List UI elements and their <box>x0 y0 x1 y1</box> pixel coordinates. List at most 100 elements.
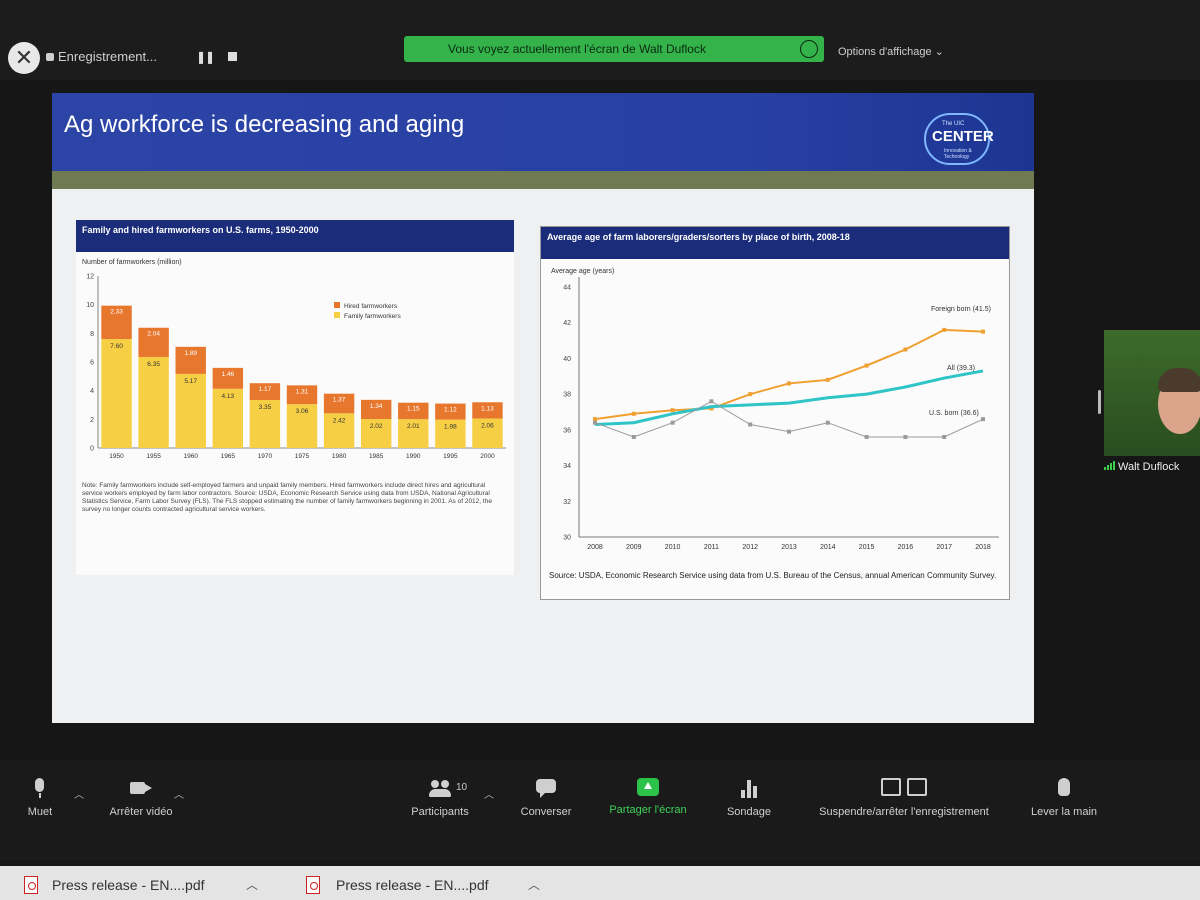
close-icon[interactable]: ✕ <box>8 42 40 74</box>
taskbar-file-label: Press release - EN....pdf <box>336 877 489 893</box>
family-farmworkers-data-label: 7.60 <box>110 343 123 350</box>
farmworkers-bar-chart: Number of farmworkers (million) 0 2 4 6 8 10 12… <box>82 259 506 460</box>
mute-button[interactable]: Muet <box>18 778 62 818</box>
participant-video[interactable] <box>1104 330 1200 456</box>
family-farmworkers-data-label: 2.06 <box>481 422 494 429</box>
slide-title: Ag workforce is decreasing and aging <box>64 111 465 138</box>
hired-farmworkers-data-label: 1.46 <box>221 371 234 378</box>
hired-farmworkers-data-label: 1.13 <box>481 405 494 412</box>
pdf-file-icon <box>24 876 38 894</box>
video-panel-handle[interactable] <box>1098 390 1101 414</box>
audio-options-caret-icon[interactable]: ︿ <box>74 790 84 801</box>
family-farmworkers-data-label: 5.17 <box>184 378 197 385</box>
mute-label: Muet <box>27 806 53 818</box>
bar-chart-xtick: 1970 <box>258 453 273 460</box>
line-chart-xtick: 2013 <box>781 544 797 551</box>
share-screen-button[interactable]: Partager l'écran <box>598 778 698 816</box>
share-status-icon <box>800 40 818 58</box>
family-farmworkers-data-label: 2.01 <box>407 423 420 430</box>
line-chart-data-point <box>787 429 791 434</box>
bar-chart-ytick: 0 <box>90 446 94 453</box>
shared-slide: Ag workforce is decreasing and aging The… <box>52 93 1034 723</box>
line-chart-ytick: 30 <box>563 535 571 542</box>
bar-chart-xtick: 1985 <box>369 453 384 460</box>
microphone-icon <box>29 778 51 798</box>
line-chart-data-point <box>864 435 869 439</box>
stop-video-label: Arrêter vidéo <box>109 806 173 818</box>
participants-label: Participants <box>411 806 469 818</box>
family-farmworkers-bar <box>398 419 429 448</box>
hired-farmworkers-bar <box>175 346 206 374</box>
hired-farmworkers-bar <box>249 383 281 400</box>
line-chart-xtick: 2014 <box>820 544 836 551</box>
raise-hand-label: Lever la main <box>1030 806 1098 818</box>
line-chart-ytick: 42 <box>563 320 571 327</box>
chat-icon <box>535 778 557 798</box>
family-farmworkers-bar <box>212 388 244 448</box>
average-age-chart-source: Source: USDA, Economic Research Service … <box>549 571 997 580</box>
taskbar-file-item[interactable]: Press release - EN....pdf ︿ <box>24 874 274 896</box>
bar-chart-xtick: 1955 <box>146 453 161 460</box>
participants-options-caret-icon[interactable]: ︿ <box>484 790 494 801</box>
line-chart-ytick: 38 <box>563 392 571 399</box>
line-chart-data-point <box>709 399 714 404</box>
chevron-up-icon[interactable]: ︿ <box>246 878 259 892</box>
line-chart-xtick: 2018 <box>975 544 991 551</box>
recording-label: Enregistrement... <box>58 49 157 64</box>
farmworkers-chart-note: Note: Family farmworkers include self-em… <box>82 482 492 513</box>
line-chart-xtick: 2009 <box>626 544 642 551</box>
screen-share-banner: Vous voyez actuellement l'écran de Walt … <box>404 36 824 62</box>
hired-farmworkers-data-label: 1.37 <box>333 397 346 404</box>
participants-icon <box>429 778 451 798</box>
line-chart-data-point <box>593 417 597 422</box>
line-chart-data-point <box>825 377 830 382</box>
bar-chart-ytick: 4 <box>90 388 94 395</box>
chevron-up-icon[interactable]: ︿ <box>528 878 541 892</box>
bar-chart-xtick: 1990 <box>406 453 421 460</box>
pause-recording-icon[interactable]: ❚❚ <box>196 50 215 64</box>
pause-stop-recording-button[interactable]: Suspendre/arrêter l'enregistrement <box>798 778 1010 818</box>
line-chart-data-point <box>670 408 675 413</box>
line-chart-data-point <box>903 347 908 352</box>
family-farmworkers-bar <box>286 404 318 448</box>
logo-main-text: CENTER <box>932 128 994 145</box>
average-age-line-chart: Average age (years) 30 32 34 36 38 40 42 44 2008 2… <box>551 268 999 551</box>
bar-chart-xtick: 1960 <box>183 453 198 460</box>
line-chart-data-point <box>748 422 753 427</box>
stop-video-button[interactable]: Arrêter vidéo <box>96 778 186 818</box>
participants-count: 10 <box>456 782 468 793</box>
line-chart-xtick: 2011 <box>704 544 719 551</box>
screen-share-banner-text: Vous voyez actuellement l'écran de Walt … <box>448 42 706 56</box>
line-chart-data-point <box>748 392 753 397</box>
line-chart-series-line <box>594 328 984 421</box>
chat-button[interactable]: Converser <box>514 778 578 818</box>
line-chart-data-point <box>942 435 947 439</box>
hired-farmworkers-data-label: 1.15 <box>407 406 420 413</box>
bar-chart-xtick: 1995 <box>443 453 458 460</box>
hired-farmworkers-bar <box>398 402 429 420</box>
participants-button[interactable]: Participants <box>400 778 480 818</box>
hired-farmworkers-bar <box>138 327 169 357</box>
pdf-file-icon <box>306 876 320 894</box>
pause-recording-label: Suspendre/arrêter l'enregistrement <box>819 806 989 818</box>
bar-chart-xtick: 1975 <box>295 453 310 460</box>
family-farmworkers-bar <box>249 399 281 448</box>
video-options-caret-icon[interactable]: ︿ <box>174 790 184 801</box>
line-chart-ytick: 44 <box>563 285 571 292</box>
view-options-menu[interactable]: Options d'affichage ⌄ <box>838 46 944 58</box>
raise-hand-button[interactable]: Lever la main <box>1024 778 1104 818</box>
hired-farmworkers-bar <box>360 399 392 420</box>
bar-chart-ytick: 6 <box>90 360 94 367</box>
taskbar-file-item[interactable]: Press release - EN....pdf ︿ <box>306 874 556 896</box>
bar-chart-ylabel: Number of farmworkers (million) <box>82 259 182 266</box>
stop-recording-icon[interactable] <box>228 52 237 61</box>
hired-farmworkers-data-label: 2.33 <box>110 309 123 316</box>
poll-button[interactable]: Sondage <box>720 778 778 818</box>
line-chart-xtick: 2012 <box>742 544 758 551</box>
line-chart-ytick: 34 <box>563 463 571 470</box>
average-age-chart-panel: Average age of farm laborers/graders/sor… <box>540 226 1010 600</box>
logo-top-text: The UIC <box>942 121 965 127</box>
line-chart-data-point <box>631 435 636 439</box>
family-farmworkers-bar <box>472 418 503 448</box>
bar-chart-ytick: 2 <box>90 417 94 424</box>
